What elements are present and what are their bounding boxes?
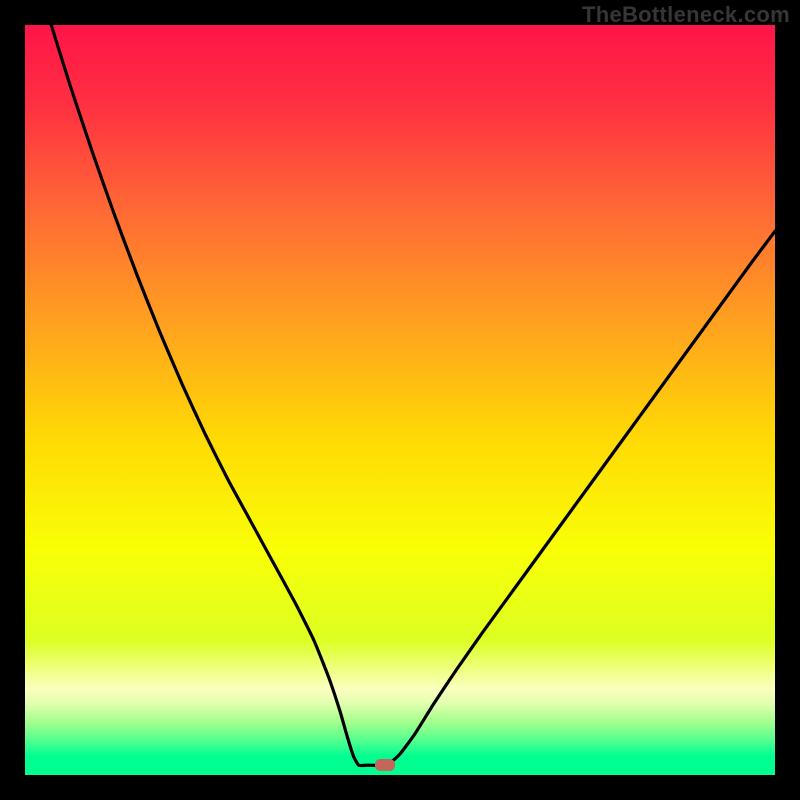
outer-frame: TheBottleneck.com [0, 0, 800, 800]
minimum-marker [375, 759, 395, 771]
bottleneck-curve [25, 25, 775, 775]
plot-area [25, 25, 775, 775]
attribution-watermark: TheBottleneck.com [582, 2, 790, 28]
